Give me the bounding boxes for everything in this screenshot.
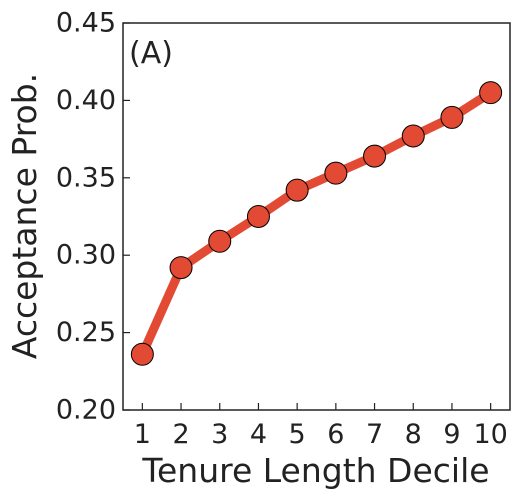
series-line [137,88,496,359]
plot-frame [122,22,511,411]
y-tick-label: 0.35 [56,162,116,193]
y-tick-label: 0.20 [56,395,116,426]
x-axis-label: Tenure Length Decile [141,451,489,490]
data-point [324,161,348,185]
x-tick-label: 6 [327,419,344,450]
plot-area [130,81,503,366]
x-tick-label: 1 [134,419,151,450]
x-tick-label: 3 [211,419,228,450]
x-tick-label: 7 [366,419,383,450]
y-tick-label: 0.25 [56,317,116,348]
x-tick-label: 8 [405,419,422,450]
y-tick-label: 0.45 [56,8,116,39]
data-point [401,124,425,148]
y-axis-ticks: 0.20 0.25 0.30 0.35 0.40 0.45 [56,8,130,426]
data-point [130,342,154,366]
data-point [479,81,503,105]
panel-label: (A) [129,36,173,71]
data-point [440,105,464,129]
x-tick-label: 2 [172,419,189,450]
data-point [169,256,193,280]
data-point [246,205,270,228]
x-tick-label: 9 [443,419,460,450]
y-tick-label: 0.30 [56,240,116,271]
data-point [285,178,309,202]
data-point [363,144,387,168]
data-point [208,229,232,253]
y-tick-label: 0.40 [56,85,116,116]
y-axis-label: Acceptance Prob. [5,73,44,359]
x-tick-label: 5 [289,419,306,450]
x-axis-ticks: 1 2 3 4 5 6 7 8 9 10 [134,403,508,450]
x-tick-label: 4 [250,419,267,450]
x-tick-label: 10 [473,419,507,450]
